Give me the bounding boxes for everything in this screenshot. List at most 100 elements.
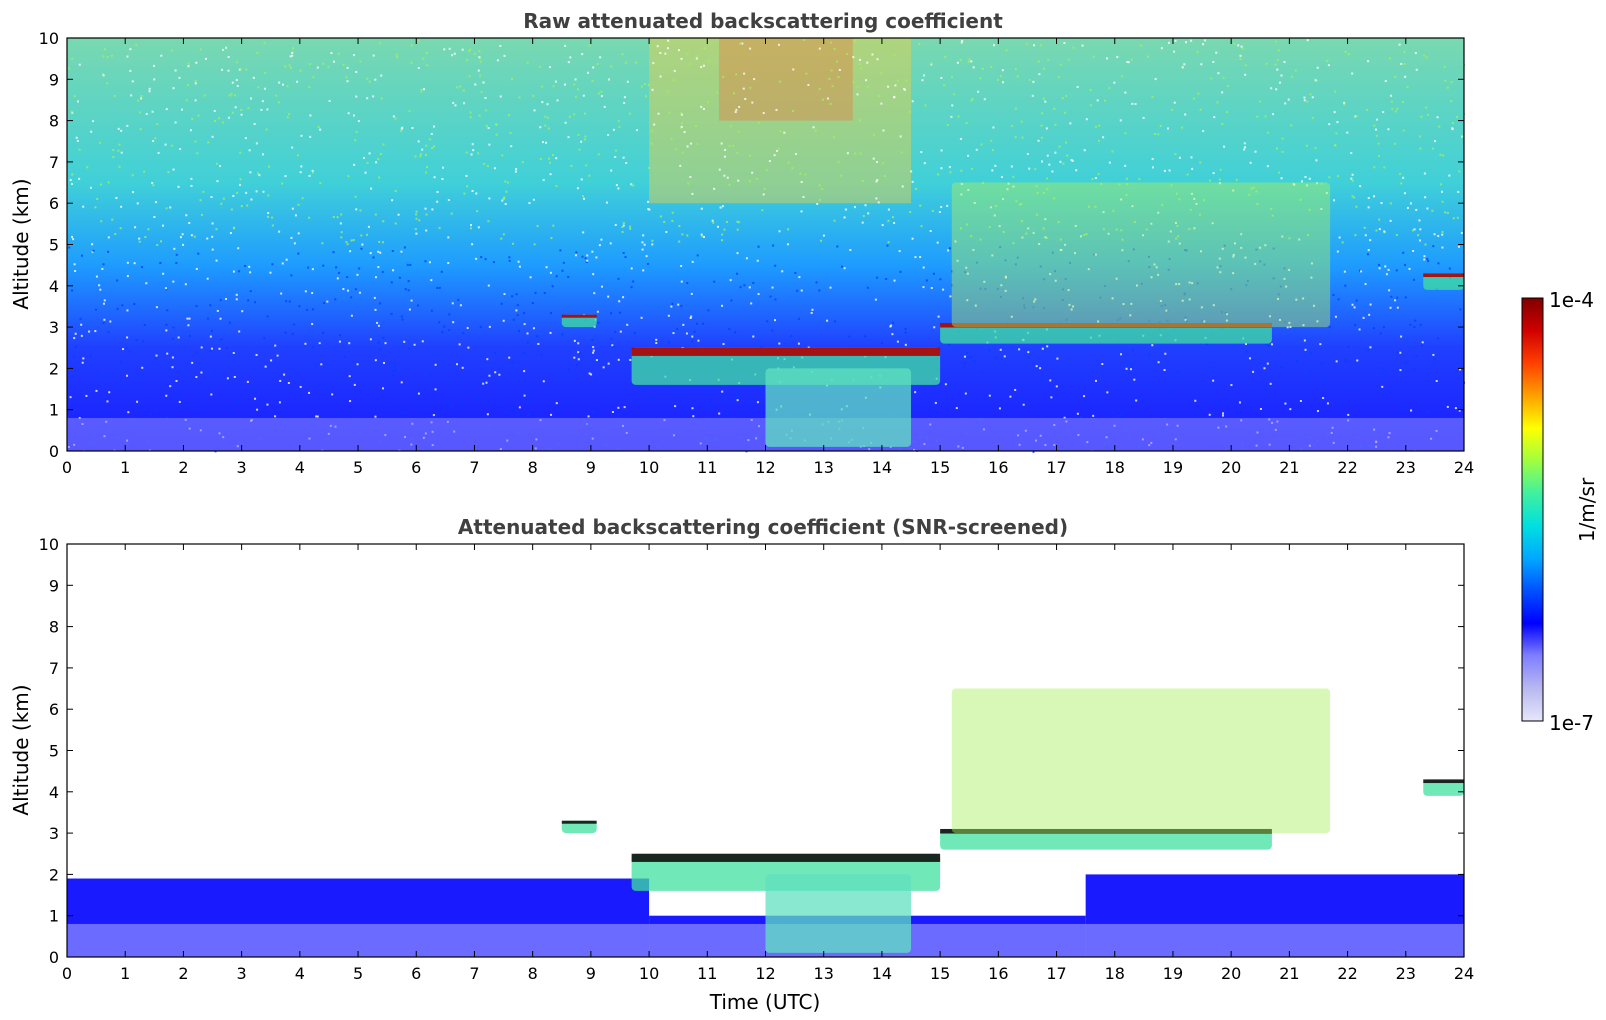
noise-speckle <box>350 239 353 242</box>
noise-speckle <box>867 212 870 215</box>
noise-speckle <box>493 167 496 170</box>
noise-speckle <box>1227 84 1230 87</box>
noise-speckle <box>1351 179 1354 182</box>
noise-speckle <box>1271 214 1274 217</box>
noise-speckle <box>417 67 420 70</box>
noise-speckle <box>244 264 247 267</box>
noise-speckle <box>549 173 552 176</box>
noise-speckle <box>885 277 888 280</box>
noise-speckle <box>1159 124 1162 127</box>
noise-speckle <box>1316 410 1319 413</box>
noise-speckle <box>822 234 825 237</box>
noise-speckle <box>1196 282 1199 285</box>
noise-speckle <box>729 125 732 128</box>
noise-speckle <box>1368 313 1371 316</box>
noise-speckle <box>630 183 633 186</box>
noise-speckle <box>145 282 148 285</box>
noise-speckle <box>151 110 154 113</box>
noise-speckle <box>254 301 257 304</box>
noise-speckle <box>1326 59 1329 62</box>
noise-speckle <box>1079 415 1082 418</box>
noise-speckle <box>486 358 489 361</box>
noise-speckle <box>431 147 434 150</box>
noise-speckle <box>179 236 182 239</box>
noise-speckle <box>887 219 890 222</box>
noise-speckle <box>1423 172 1426 175</box>
noise-speckle <box>94 330 97 333</box>
heatmap-haze <box>718 38 853 121</box>
noise-speckle <box>211 135 214 138</box>
noise-speckle <box>1056 357 1059 360</box>
noise-speckle <box>171 356 174 359</box>
noise-speckle <box>338 271 341 274</box>
noise-speckle <box>292 47 295 50</box>
y-tick-label: 2 <box>49 865 59 884</box>
noise-speckle <box>384 342 387 345</box>
noise-speckle <box>330 52 333 55</box>
noise-speckle <box>159 261 162 264</box>
noise-speckle <box>602 366 605 369</box>
noise-speckle <box>1161 203 1164 206</box>
noise-speckle <box>614 155 617 158</box>
noise-speckle <box>1167 240 1170 243</box>
noise-speckle <box>1367 60 1370 63</box>
noise-speckle <box>1240 45 1243 48</box>
noise-speckle <box>364 171 367 174</box>
noise-speckle <box>596 63 599 66</box>
noise-speckle <box>1254 150 1257 153</box>
noise-speckle <box>1148 319 1151 322</box>
noise-speckle <box>74 270 77 273</box>
noise-speckle <box>622 222 625 225</box>
noise-speckle <box>275 94 278 97</box>
noise-speckle <box>1014 388 1017 391</box>
noise-speckle <box>177 395 180 398</box>
noise-speckle <box>291 51 294 54</box>
noise-speckle <box>646 262 649 265</box>
noise-speckle <box>1039 44 1042 47</box>
noise-speckle <box>165 323 168 326</box>
noise-speckle <box>724 148 727 151</box>
noise-speckle <box>80 254 83 257</box>
noise-speckle <box>1461 394 1464 397</box>
noise-speckle <box>352 239 355 242</box>
noise-speckle <box>1046 177 1049 180</box>
noise-speckle <box>1092 414 1095 417</box>
noise-speckle <box>1184 113 1187 116</box>
noise-speckle <box>1336 121 1339 124</box>
noise-speckle <box>469 116 472 119</box>
noise-speckle <box>358 267 361 270</box>
noise-speckle <box>899 270 902 273</box>
noise-speckle <box>99 183 102 186</box>
noise-speckle <box>561 269 564 272</box>
noise-speckle <box>1193 197 1196 200</box>
noise-speckle <box>1341 241 1344 244</box>
noise-speckle <box>154 357 157 360</box>
noise-speckle <box>88 330 91 333</box>
noise-speckle <box>617 277 620 280</box>
noise-speckle <box>1324 378 1327 381</box>
panel-2-heatmap <box>67 544 1464 957</box>
noise-speckle <box>1396 107 1399 110</box>
noise-speckle <box>114 233 117 236</box>
noise-speckle <box>1403 50 1406 53</box>
noise-speckle <box>1263 263 1266 266</box>
noise-speckle <box>249 290 252 293</box>
noise-speckle <box>984 287 987 290</box>
noise-speckle <box>723 155 726 158</box>
noise-speckle <box>948 343 951 346</box>
noise-speckle <box>830 69 833 72</box>
noise-speckle <box>81 361 84 364</box>
noise-speckle <box>515 168 518 171</box>
noise-speckle <box>1102 228 1105 231</box>
y-tick-label: 0 <box>49 442 59 461</box>
noise-speckle <box>1049 379 1052 382</box>
noise-speckle <box>624 61 627 64</box>
noise-speckle <box>651 88 654 91</box>
noise-speckle <box>659 215 662 218</box>
noise-speckle <box>802 195 805 198</box>
noise-speckle <box>487 127 490 130</box>
noise-speckle <box>1057 220 1060 223</box>
noise-speckle <box>216 180 219 183</box>
noise-speckle <box>252 387 255 390</box>
noise-speckle <box>227 55 230 58</box>
